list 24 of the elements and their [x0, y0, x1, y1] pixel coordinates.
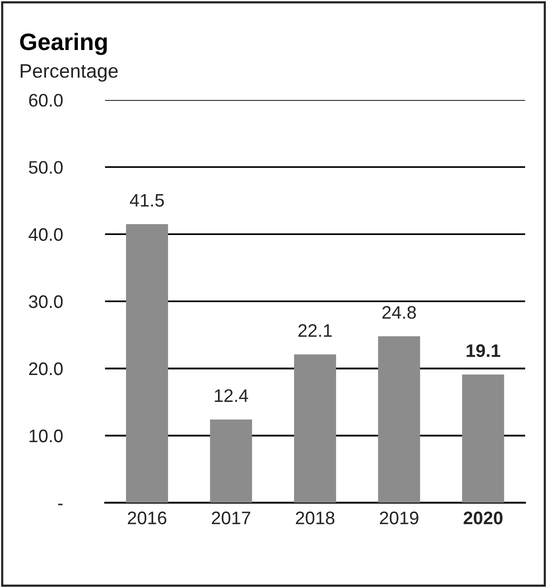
y-tick-label: 50.0: [28, 161, 63, 174]
x-tick-label: 2018: [296, 512, 334, 524]
data-label: 12.4: [214, 389, 248, 402]
y-tick-label: -: [58, 504, 63, 506]
data-label: 19.1: [466, 344, 500, 358]
x-tick-label: 2020: [464, 512, 502, 524]
bar: [462, 374, 504, 503]
y-tick-label: 60.0: [29, 94, 63, 107]
chart-subtitle: Percentage: [20, 64, 118, 82]
bar: [378, 336, 420, 503]
x-tick-label: 2016: [128, 512, 166, 524]
bar: [126, 224, 168, 503]
data-label: 22.1: [298, 324, 332, 337]
chart-title: Gearing: [20, 32, 107, 55]
data-label: 24.8: [382, 306, 416, 319]
y-tick-label: 30.0: [28, 295, 63, 308]
bar: [210, 420, 252, 503]
y-tick-label: 20.0: [29, 362, 63, 376]
x-tick-label: 2019: [380, 512, 418, 524]
y-tick-label: 10.0: [30, 430, 63, 442]
bar: [294, 354, 336, 503]
y-tick-label: 40.0: [28, 228, 63, 241]
data-label: 41.5: [130, 194, 164, 207]
x-tick-label: 2017: [212, 512, 250, 524]
